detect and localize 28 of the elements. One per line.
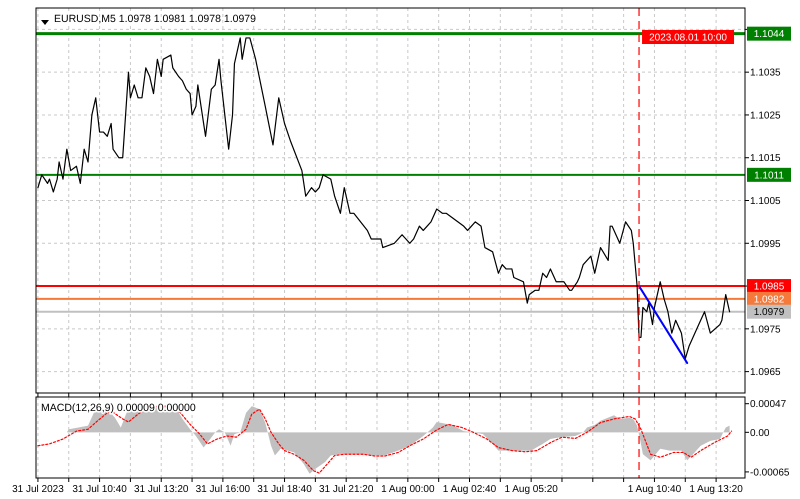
y-tick-label: 0.00047 — [750, 399, 787, 410]
y-tick-label: -0.00065 — [750, 467, 790, 478]
x-tick-label: 31 Jul 16:00 — [196, 484, 251, 495]
y-tick-label: 1.1015 — [750, 153, 782, 164]
x-tick-label: 1 Aug 00:00 — [381, 484, 435, 495]
x-tick-label: 31 Jul 18:40 — [257, 484, 312, 495]
y-tick-label: 1.1005 — [750, 196, 782, 207]
y-tick-label: 1.0975 — [750, 324, 782, 336]
x-tick-label: 1 Aug 13:20 — [689, 484, 744, 495]
ref-line-label: 1.0982 — [754, 294, 785, 306]
x-tick-label: 1 Aug 02:40 — [442, 484, 497, 495]
ref-line-label: 1.0979 — [754, 307, 785, 318]
y-tick-label: 1.0965 — [750, 367, 782, 378]
y-tick-label: 1.0995 — [750, 238, 782, 250]
y-tick-label: 1.1035 — [750, 68, 782, 79]
x-tick-label: 31 Jul 2023 — [12, 484, 64, 495]
x-tick-label: 31 Jul 21:20 — [318, 484, 374, 495]
ref-line-label: 1.0985 — [754, 282, 785, 293]
ref-line-label: 2023.08.01 10:00 — [649, 32, 728, 44]
x-tick-label: 31 Jul 10:40 — [72, 484, 128, 495]
text: EURUSD,M5 1.0978 1.0981 1.0978 1.0979 — [54, 13, 256, 25]
x-tick-label: 1 Aug 05:20 — [504, 484, 558, 495]
x-tick-label: 1 Aug 10:40 — [628, 484, 682, 495]
y-tick-label: 0.00 — [750, 428, 770, 439]
y-tick-label: 1.1025 — [750, 110, 782, 122]
x-tick-label: 31 Jul 13:20 — [134, 484, 189, 495]
ref-line-label: 1.1011 — [754, 170, 784, 182]
ref-line-label: 1.1044 — [754, 29, 785, 40]
